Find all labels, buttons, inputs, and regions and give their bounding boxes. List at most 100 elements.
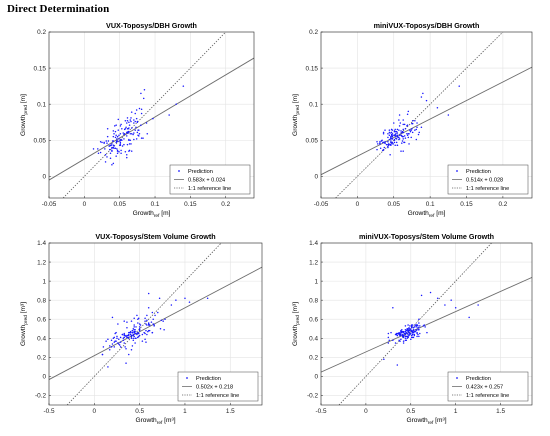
prediction-point xyxy=(124,151,127,153)
prediction-point xyxy=(146,314,148,317)
prediction-point xyxy=(116,135,119,138)
prediction-point xyxy=(133,119,135,121)
prediction-point xyxy=(444,304,446,306)
prediction-point xyxy=(111,316,114,319)
reference-line-1-1 xyxy=(62,32,227,198)
legend-label-fit: 0.514x + 0.028 xyxy=(466,178,503,184)
prediction-point xyxy=(103,142,105,144)
prediction-point xyxy=(407,333,409,336)
x-tick-label: 1 xyxy=(454,408,458,415)
x-tick-label: 0 xyxy=(356,201,360,208)
prediction-point xyxy=(401,135,404,138)
prediction-point xyxy=(140,92,142,95)
prediction-point xyxy=(137,318,139,320)
prediction-point xyxy=(411,120,414,122)
prediction-point xyxy=(120,149,122,152)
prediction-point xyxy=(396,144,399,147)
chart-title: VUX-Toposys/Stem Volume Growth xyxy=(95,232,215,241)
prediction-point xyxy=(132,133,134,136)
prediction-point xyxy=(390,141,392,144)
prediction-point xyxy=(137,322,139,324)
prediction-point xyxy=(111,343,114,345)
prediction-point xyxy=(152,318,154,320)
prediction-point xyxy=(124,127,127,130)
prediction-point xyxy=(113,336,116,339)
prediction-point xyxy=(401,328,403,331)
x-tick-label: -0.05 xyxy=(42,201,57,208)
prediction-point xyxy=(101,141,103,144)
legend: Prediction 0.423x + 0.257 1:1 reference li… xyxy=(447,371,529,402)
legend-label-reference: 1:1 reference line xyxy=(196,393,239,399)
prediction-point xyxy=(107,140,110,142)
prediction-point xyxy=(130,127,133,129)
prediction-point xyxy=(379,147,382,149)
prediction-point xyxy=(151,331,154,334)
prediction-point xyxy=(128,127,130,129)
y-tick-label: 0.6 xyxy=(37,316,46,323)
prediction-point xyxy=(400,132,402,134)
prediction-point xyxy=(406,133,408,135)
prediction-point xyxy=(382,141,384,144)
prediction-point xyxy=(123,143,125,146)
prediction-point xyxy=(398,339,400,341)
prediction-point xyxy=(138,329,141,332)
prediction-point xyxy=(126,156,128,159)
prediction-point xyxy=(160,319,163,321)
prediction-point xyxy=(113,145,115,147)
prediction-point xyxy=(150,321,153,323)
prediction-point xyxy=(131,345,134,347)
prediction-point xyxy=(121,145,124,147)
prediction-point xyxy=(425,99,428,102)
prediction-point xyxy=(104,161,107,163)
prediction-point xyxy=(422,92,424,95)
prediction-point xyxy=(396,134,399,136)
prediction-point xyxy=(404,328,407,331)
chart-title: miniVUX-Toposys/DBH Growth xyxy=(374,21,480,30)
prediction-point xyxy=(406,125,408,127)
legend-label-fit: 0.502x + 0.218 xyxy=(196,385,233,391)
prediction-point xyxy=(400,333,402,336)
prediction-point xyxy=(175,103,177,105)
prediction-point xyxy=(396,128,399,131)
prediction-point xyxy=(130,320,133,322)
prediction-point xyxy=(126,135,128,137)
prediction-point xyxy=(407,330,409,333)
prediction-point xyxy=(137,331,139,334)
prediction-point xyxy=(141,333,144,336)
y-tick-label: 0.05 xyxy=(306,137,319,144)
prediction-point xyxy=(109,157,112,160)
x-tick-label: 1.5 xyxy=(226,408,235,415)
prediction-point xyxy=(108,348,111,351)
y-tick-label: 1.2 xyxy=(309,259,318,266)
prediction-point xyxy=(159,328,162,330)
prediction-point xyxy=(132,328,135,330)
prediction-point xyxy=(106,127,109,130)
prediction-point xyxy=(118,151,120,153)
prediction-point xyxy=(117,342,119,344)
prediction-point xyxy=(175,299,177,301)
prediction-point xyxy=(395,135,397,137)
reference-line-1-1 xyxy=(66,243,222,405)
prediction-point xyxy=(111,146,113,149)
prediction-point xyxy=(206,297,209,300)
prediction-point xyxy=(145,329,147,332)
prediction-point xyxy=(416,122,418,124)
prediction-point xyxy=(392,339,394,341)
prediction-point xyxy=(130,120,132,123)
prediction-point xyxy=(119,346,122,348)
x-tick-label: 0.5 xyxy=(135,408,144,415)
prediction-point xyxy=(400,338,402,340)
prediction-point xyxy=(392,134,394,136)
prediction-point xyxy=(404,330,407,333)
prediction-point xyxy=(137,317,140,320)
prediction-point xyxy=(404,332,407,335)
prediction-point xyxy=(122,337,125,340)
prediction-point xyxy=(415,138,418,141)
prediction-point xyxy=(128,143,131,145)
x-tick-label: 0.15 xyxy=(460,201,473,208)
fit-line xyxy=(321,276,532,373)
prediction-point xyxy=(128,331,131,334)
prediction-point xyxy=(403,123,406,126)
prediction-point xyxy=(422,325,425,327)
prediction-point xyxy=(129,330,132,333)
